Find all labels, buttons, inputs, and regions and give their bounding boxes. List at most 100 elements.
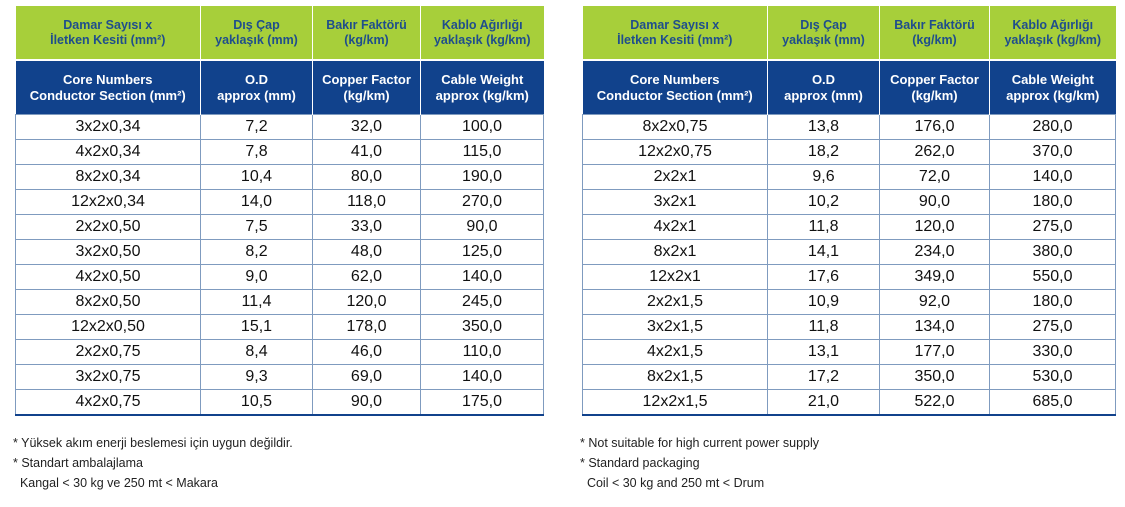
table-row: 8x2x0,75 13,8 176,0 280,0 bbox=[582, 114, 1116, 140]
cell-core-section: 8x2x0,34 bbox=[15, 164, 201, 190]
cell-core-section: 2x2x1,5 bbox=[582, 289, 768, 315]
cell-cable-weight: 270,0 bbox=[420, 189, 544, 215]
header-core-section: Core Numbers Conductor Section (mm²) bbox=[582, 59, 768, 115]
cell-core-section: 2x2x0,75 bbox=[15, 339, 201, 365]
table-row: 3x2x0,34 7,2 32,0 100,0 bbox=[15, 114, 544, 140]
table-row: 12x2x1,5 21,0 522,0 685,0 bbox=[582, 389, 1116, 416]
cell-core-section: 4x2x0,75 bbox=[15, 389, 201, 416]
cell-core-section: 8x2x0,75 bbox=[582, 114, 768, 140]
cell-outer-diameter: 9,6 bbox=[767, 164, 880, 190]
footnote-coil-drum: Kangal < 30 kg ve 250 mt < Makara bbox=[13, 476, 218, 490]
table-row: 12x2x0,75 18,2 262,0 370,0 bbox=[582, 139, 1116, 165]
cell-outer-diameter: 9,0 bbox=[200, 264, 313, 290]
cell-outer-diameter: 17,2 bbox=[767, 364, 880, 390]
cell-cable-weight: 175,0 bbox=[420, 389, 544, 416]
cell-copper-factor: 46,0 bbox=[312, 339, 421, 365]
cell-core-section: 12x2x1,5 bbox=[582, 389, 768, 416]
cell-outer-diameter: 10,9 bbox=[767, 289, 880, 315]
footnote-not-suitable: * Yüksek akım enerji beslemesi için uygu… bbox=[13, 436, 293, 450]
cell-copper-factor: 522,0 bbox=[879, 389, 990, 416]
cell-core-section: 4x2x1 bbox=[582, 214, 768, 240]
cell-outer-diameter: 7,2 bbox=[200, 114, 313, 140]
cell-outer-diameter: 9,3 bbox=[200, 364, 313, 390]
cell-copper-factor: 118,0 bbox=[312, 189, 421, 215]
table-row: 12x2x0,50 15,1 178,0 350,0 bbox=[15, 314, 544, 340]
footnote-coil-drum: Coil < 30 kg and 250 mt < Drum bbox=[580, 476, 765, 490]
cell-copper-factor: 178,0 bbox=[312, 314, 421, 340]
cell-copper-factor: 134,0 bbox=[879, 314, 990, 340]
cell-outer-diameter: 17,6 bbox=[767, 264, 880, 290]
table-row: 3x2x1 10,2 90,0 180,0 bbox=[582, 189, 1116, 215]
table-row: 2x2x0,75 8,4 46,0 110,0 bbox=[15, 339, 544, 365]
footnote-standard-packaging: * Standard packaging bbox=[580, 456, 700, 470]
footnotes-english: * Not suitable for high current power su… bbox=[580, 433, 819, 493]
cell-cable-weight: 140,0 bbox=[420, 264, 544, 290]
cell-cable-weight: 190,0 bbox=[420, 164, 544, 190]
table-row: 3x2x1,5 11,8 134,0 275,0 bbox=[582, 314, 1116, 340]
cell-copper-factor: 32,0 bbox=[312, 114, 421, 140]
cell-copper-factor: 33,0 bbox=[312, 214, 421, 240]
cell-copper-factor: 262,0 bbox=[879, 139, 990, 165]
footnote-not-suitable: * Not suitable for high current power su… bbox=[580, 436, 820, 450]
header-copper-factor: Copper Factor (kg/km) bbox=[879, 59, 990, 115]
cell-cable-weight: 550,0 bbox=[989, 264, 1116, 290]
table-body: 3x2x0,34 7,2 32,0 100,0 4x2x0,34 7,8 41,0 115,0… bbox=[15, 114, 544, 416]
table-header: Damar Sayısı x İletken Kesiti (mm²) Dış Ç… bbox=[15, 6, 544, 115]
table-row: 8x2x1,5 17,2 350,0 530,0 bbox=[582, 364, 1116, 390]
table-row: 2x2x1 9,6 72,0 140,0 bbox=[582, 164, 1116, 190]
cell-cable-weight: 180,0 bbox=[989, 189, 1116, 215]
table-row: 3x2x0,75 9,3 69,0 140,0 bbox=[15, 364, 544, 390]
table-row: 8x2x1 14,1 234,0 380,0 bbox=[582, 239, 1116, 265]
cell-cable-weight: 330,0 bbox=[989, 339, 1116, 365]
cell-copper-factor: 349,0 bbox=[879, 264, 990, 290]
cell-core-section: 3x2x0,75 bbox=[15, 364, 201, 390]
cell-cable-weight: 370,0 bbox=[989, 139, 1116, 165]
cable-spec-table-left: Damar Sayısı x İletken Kesiti (mm²) Dış Ç… bbox=[15, 6, 544, 416]
cell-outer-diameter: 13,1 bbox=[767, 339, 880, 365]
cell-copper-factor: 177,0 bbox=[879, 339, 990, 365]
table-row: 4x2x0,34 7,8 41,0 115,0 bbox=[15, 139, 544, 165]
cell-outer-diameter: 10,5 bbox=[200, 389, 313, 416]
cell-core-section: 3x2x1,5 bbox=[582, 314, 768, 340]
cell-core-section: 12x2x1 bbox=[582, 264, 768, 290]
cell-outer-diameter: 10,4 bbox=[200, 164, 313, 190]
cell-outer-diameter: 11,8 bbox=[767, 214, 880, 240]
header-row-english: Core Numbers Conductor Section (mm²) O.D … bbox=[582, 59, 1116, 115]
header-cable-weight: Kablo Ağırlığı yaklaşık (kg/km) bbox=[989, 6, 1116, 60]
cell-cable-weight: 140,0 bbox=[420, 364, 544, 390]
cell-cable-weight: 685,0 bbox=[989, 389, 1116, 416]
cell-outer-diameter: 11,4 bbox=[200, 289, 313, 315]
cell-outer-diameter: 8,4 bbox=[200, 339, 313, 365]
table-row: 12x2x0,34 14,0 118,0 270,0 bbox=[15, 189, 544, 215]
header-outer-diameter: O.D approx (mm) bbox=[200, 59, 313, 115]
table-row: 2x2x0,50 7,5 33,0 90,0 bbox=[15, 214, 544, 240]
header-copper-factor: Bakır Faktörü (kg/km) bbox=[312, 6, 421, 60]
cell-core-section: 8x2x0,50 bbox=[15, 289, 201, 315]
table-row: 4x2x0,75 10,5 90,0 175,0 bbox=[15, 389, 544, 416]
cell-outer-diameter: 7,8 bbox=[200, 139, 313, 165]
table-row: 2x2x1,5 10,9 92,0 180,0 bbox=[582, 289, 1116, 315]
cell-outer-diameter: 14,0 bbox=[200, 189, 313, 215]
footnotes-turkish: * Yüksek akım enerji beslemesi için uygu… bbox=[13, 433, 293, 493]
table-body: 8x2x0,75 13,8 176,0 280,0 12x2x0,75 18,2 262,0… bbox=[582, 114, 1116, 416]
cell-outer-diameter: 7,5 bbox=[200, 214, 313, 240]
cell-core-section: 2x2x1 bbox=[582, 164, 768, 190]
footnote-standard-packaging: * Standart ambalajlama bbox=[13, 456, 143, 470]
cell-copper-factor: 41,0 bbox=[312, 139, 421, 165]
cell-core-section: 8x2x1 bbox=[582, 239, 768, 265]
cell-core-section: 3x2x0,50 bbox=[15, 239, 201, 265]
cell-cable-weight: 100,0 bbox=[420, 114, 544, 140]
cell-core-section: 12x2x0,75 bbox=[582, 139, 768, 165]
table-header: Damar Sayısı x İletken Kesiti (mm²) Dış Ç… bbox=[582, 6, 1116, 115]
cell-copper-factor: 62,0 bbox=[312, 264, 421, 290]
header-cable-weight: Kablo Ağırlığı yaklaşık (kg/km) bbox=[420, 6, 544, 60]
cell-cable-weight: 125,0 bbox=[420, 239, 544, 265]
header-copper-factor: Bakır Faktörü (kg/km) bbox=[879, 6, 990, 60]
header-outer-diameter: O.D approx (mm) bbox=[767, 59, 880, 115]
cell-copper-factor: 48,0 bbox=[312, 239, 421, 265]
cell-outer-diameter: 13,8 bbox=[767, 114, 880, 140]
cell-cable-weight: 275,0 bbox=[989, 314, 1116, 340]
cell-cable-weight: 90,0 bbox=[420, 214, 544, 240]
cell-copper-factor: 72,0 bbox=[879, 164, 990, 190]
table-row: 8x2x0,34 10,4 80,0 190,0 bbox=[15, 164, 544, 190]
